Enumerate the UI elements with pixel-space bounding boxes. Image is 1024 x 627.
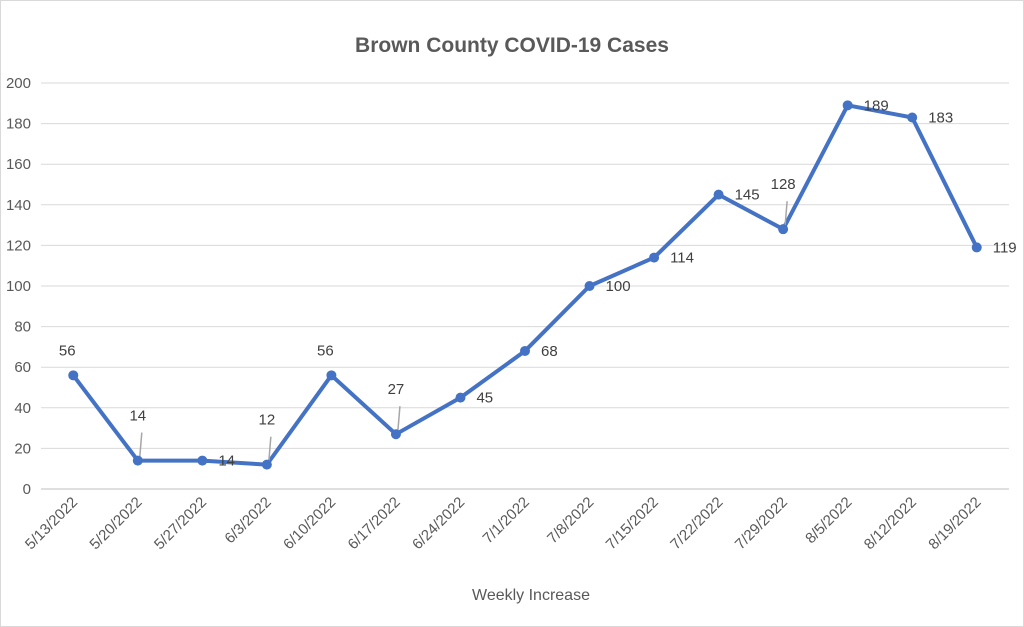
data-label: 100 [606, 278, 631, 295]
leader-line [139, 432, 143, 457]
x-axis-ticks: 5/13/2022 5/20/2022 5/27/2022 6/3/2022 6/10/… [22, 494, 985, 553]
x-tick-label: 5/20/2022 [86, 494, 145, 553]
y-tick-label: 160 [6, 156, 31, 173]
x-tick-label: 7/29/2022 [732, 494, 791, 553]
data-label: 189 [864, 97, 889, 114]
data-label: 14 [129, 408, 146, 425]
data-labels: 56 14 14 12 56 27 45 68 100 114 145 128 189 183 119 [59, 97, 1017, 469]
data-label: 56 [59, 342, 76, 359]
leader-line [268, 436, 272, 461]
data-label: 145 [735, 187, 760, 204]
y-tick-label: 180 [6, 116, 31, 133]
data-label: 183 [928, 110, 953, 127]
data-point [971, 242, 982, 253]
y-tick-label: 20 [14, 440, 31, 457]
data-point [520, 345, 530, 356]
series-group [71, 103, 979, 467]
data-point [261, 459, 272, 470]
x-tick-label: 8/5/2022 [802, 494, 855, 547]
data-point [132, 455, 143, 466]
data-point [455, 392, 466, 403]
data-point [390, 429, 401, 440]
leader-line [784, 201, 788, 226]
series-line [71, 103, 979, 467]
x-axis-title: Weekly Increase [472, 587, 590, 604]
data-point [778, 224, 789, 235]
data-point [649, 252, 660, 263]
data-label: 114 [670, 250, 694, 267]
x-tick-label: 7/15/2022 [603, 494, 662, 553]
x-tick-label: 6/3/2022 [221, 494, 274, 547]
data-point [842, 100, 853, 111]
y-tick-label: 140 [6, 197, 31, 214]
data-label: 12 [259, 412, 276, 429]
gridlines [41, 82, 1009, 490]
data-point [68, 370, 79, 381]
y-tick-label: 200 [6, 75, 31, 92]
leader-lines [139, 201, 788, 461]
data-label: 27 [388, 381, 405, 398]
data-point [584, 281, 595, 291]
data-label: 14 [218, 453, 235, 470]
x-tick-label: 6/10/2022 [280, 494, 339, 553]
chart-title: Brown County COVID-19 Cases [355, 34, 669, 57]
data-point [326, 370, 337, 381]
x-tick-label: 8/19/2022 [925, 494, 984, 553]
y-tick-label: 120 [6, 237, 31, 254]
x-tick-label: 7/22/2022 [667, 494, 726, 553]
y-tick-label: 100 [6, 278, 31, 295]
y-tick-label: 80 [14, 319, 31, 336]
y-tick-label: 60 [14, 359, 31, 376]
data-point [197, 455, 208, 466]
y-axis-ticks: 0 20 40 60 80 100 120 140 160 180 200 [6, 75, 31, 498]
x-tick-label: 6/24/2022 [409, 494, 468, 553]
data-label: 119 [993, 239, 1017, 256]
x-tick-label: 5/27/2022 [151, 494, 210, 553]
leader-line [397, 406, 401, 431]
data-label: 68 [541, 343, 558, 360]
x-tick-label: 6/17/2022 [345, 494, 404, 553]
data-label: 56 [317, 342, 334, 359]
x-tick-label: 5/13/2022 [22, 494, 81, 553]
x-tick-label: 7/1/2022 [480, 494, 533, 547]
y-tick-label: 0 [23, 481, 31, 498]
y-tick-label: 40 [14, 400, 31, 417]
data-label: 45 [476, 390, 493, 407]
data-point [713, 189, 724, 200]
x-tick-label: 7/8/2022 [544, 494, 597, 547]
data-label: 128 [771, 176, 796, 193]
x-tick-label: 8/12/2022 [861, 494, 920, 553]
data-point [907, 112, 918, 123]
data-points [68, 100, 982, 470]
